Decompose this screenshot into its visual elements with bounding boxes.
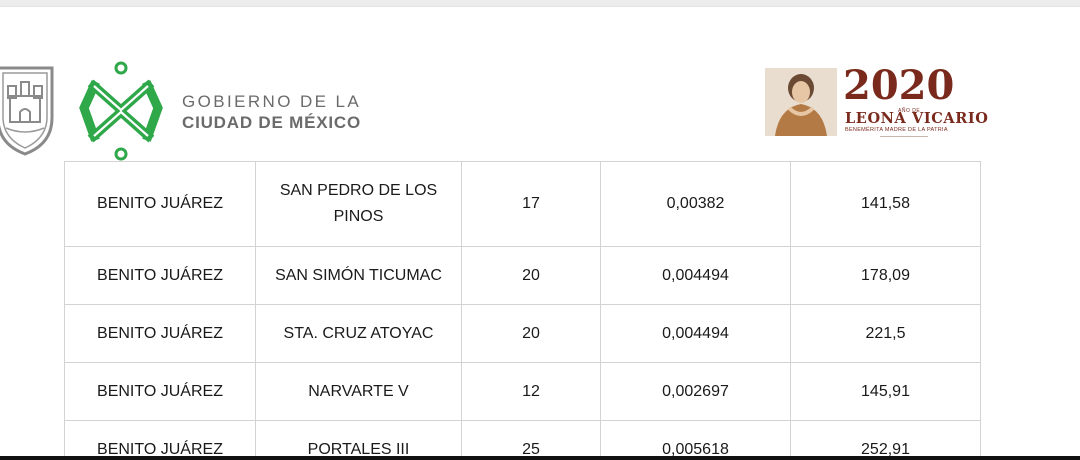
top-strip <box>0 0 1080 7</box>
table-cell: BENITO JUÁREZ <box>64 161 256 247</box>
table-cell: 0,004494 <box>600 304 791 363</box>
table-cell-text: SAN PEDRO DE LOS PINOS <box>279 182 438 225</box>
table-cell: 141,58 <box>790 161 981 247</box>
table-cell: BENITO JUÁREZ <box>64 246 256 305</box>
government-name: GOBIERNO DE LA CIUDAD DE MÉXICO <box>182 91 361 133</box>
table-cell: 221,5 <box>790 304 981 363</box>
gov-line-2: CIUDAD DE MÉXICO <box>182 113 362 132</box>
city-shield-icon <box>0 66 54 156</box>
honoree-name: LEONA VICARIO <box>845 110 989 127</box>
table-cell: BENITO JUÁREZ <box>64 362 256 421</box>
table-cell: SAN PEDRO DE LOS PINOS <box>255 161 462 247</box>
table-cell: 178,09 <box>790 246 981 305</box>
table-cell: 20 <box>461 246 601 305</box>
gov-line-1: GOBIERNO DE LA <box>182 92 362 111</box>
table-row: BENITO JUÁREZ NARVARTE V 12 0,002697 145… <box>64 362 981 421</box>
table-row: BENITO JUÁREZ PORTALES III 25 0,005618 2… <box>64 420 981 460</box>
table-cell: 145,91 <box>790 362 981 421</box>
honoree-rule <box>880 136 928 137</box>
table-cell: STA. CRUZ ATOYAC <box>255 304 462 363</box>
table-cell: 0,002697 <box>600 362 791 421</box>
table-cell: BENITO JUÁREZ <box>64 304 256 363</box>
leona-vicario-portrait-icon <box>765 68 837 136</box>
table-cell: NARVARTE V <box>255 362 462 421</box>
table-cell: 25 <box>461 420 601 460</box>
honoree-subtitle: BENEMÉRITA MADRE DE LA PATRIA <box>845 127 948 133</box>
table-cell: SAN SIMÓN TICUMAC <box>255 246 462 305</box>
table-cell: 17 <box>461 161 601 247</box>
year-small-label: AÑO DE <box>898 108 921 114</box>
table-cell: BENITO JUÁREZ <box>64 420 256 460</box>
table-cell: 252,91 <box>790 420 981 460</box>
table-row: BENITO JUÁREZ STA. CRUZ ATOYAC 20 0,0044… <box>64 304 981 363</box>
year-2020: 2020 <box>843 62 955 109</box>
bottom-bar <box>0 456 1080 460</box>
table-row: BENITO JUÁREZ SAN SIMÓN TICUMAC 20 0,004… <box>64 246 981 305</box>
cdmx-logo-icon <box>79 61 163 161</box>
table-cell: 0,004494 <box>600 246 791 305</box>
table-cell: 12 <box>461 362 601 421</box>
table-cell: 20 <box>461 304 601 363</box>
table-cell: PORTALES III <box>255 420 462 460</box>
table-cell: 0,005618 <box>600 420 791 460</box>
table-row: BENITO JUÁREZ SAN PEDRO DE LOS PINOS 17 … <box>64 161 981 247</box>
data-table: BENITO JUÁREZ SAN PEDRO DE LOS PINOS 17 … <box>64 161 981 460</box>
table-cell: 0,00382 <box>600 161 791 247</box>
